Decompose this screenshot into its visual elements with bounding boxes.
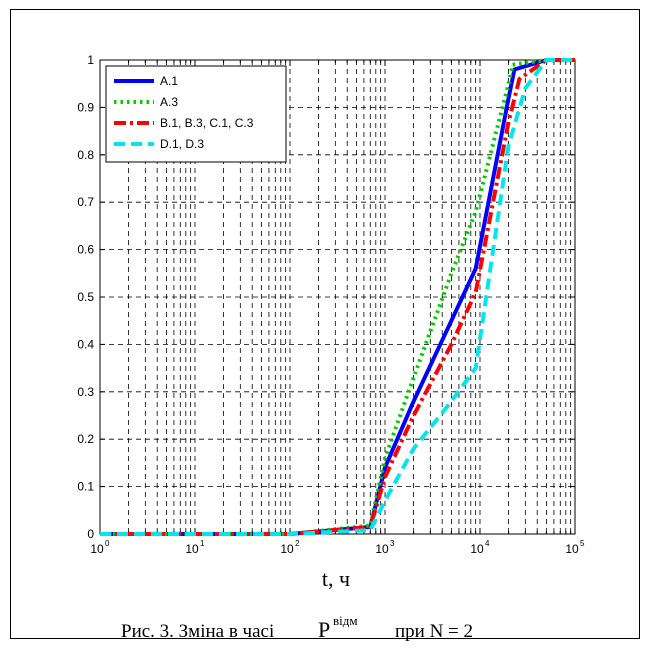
x-tick-exponent: 1 [200,539,205,548]
caption-superscript: відм [333,613,358,628]
x-tick-label: 10 [565,542,579,556]
x-tick-label: 10 [280,542,294,556]
x-tick-exponent: 3 [390,539,395,548]
series-line-4 [100,58,575,536]
series-lines [100,58,575,536]
y-tick-label: 1 [87,53,94,67]
y-tick-label: 0 [87,527,94,541]
series-line-1 [100,58,575,536]
series-line-3 [100,58,575,536]
figure-caption: Рис. 3. Зміна в часі P відм при N = 2 [121,613,473,642]
y-tick-label: 0.4 [77,337,94,351]
caption-suffix: при N = 2 [395,621,473,642]
caption-symbol: P [318,617,330,642]
caption-prefix: Рис. 3. Зміна в часі [121,621,274,642]
y-tick-label: 0.3 [77,385,94,399]
y-tick-label: 0.2 [77,432,94,446]
legend-label: B.1, B.3, C.1, C.3 [160,116,254,130]
legend-label: A.3 [160,95,178,109]
grid [100,60,575,534]
x-tick-exponent: 0 [105,539,110,548]
x-tick-exponent: 2 [295,539,300,548]
x-tick-label: 10 [470,542,484,556]
y-tick-label: 0.5 [77,290,94,304]
x-axis-label: t, ч [322,566,350,591]
legend-label: A.1 [160,74,178,88]
y-tick-label: 0.1 [77,480,94,494]
y-tick-label: 0.7 [77,195,94,209]
legend: A.1 A.3 B.1, B.3, C.1, C.3 D.1, D.3 [105,65,287,163]
x-tick-label: 10 [90,542,104,556]
y-tick-label: 0.8 [77,148,94,162]
y-tick-label: 0.9 [77,100,94,114]
x-tick-exponent: 5 [580,539,585,548]
y-tick-label: 0.6 [77,243,94,257]
x-tick-label: 10 [185,542,199,556]
x-tick-label: 10 [375,542,389,556]
x-tick-exponent: 4 [485,539,490,548]
legend-label: D.1, D.3 [160,137,204,151]
